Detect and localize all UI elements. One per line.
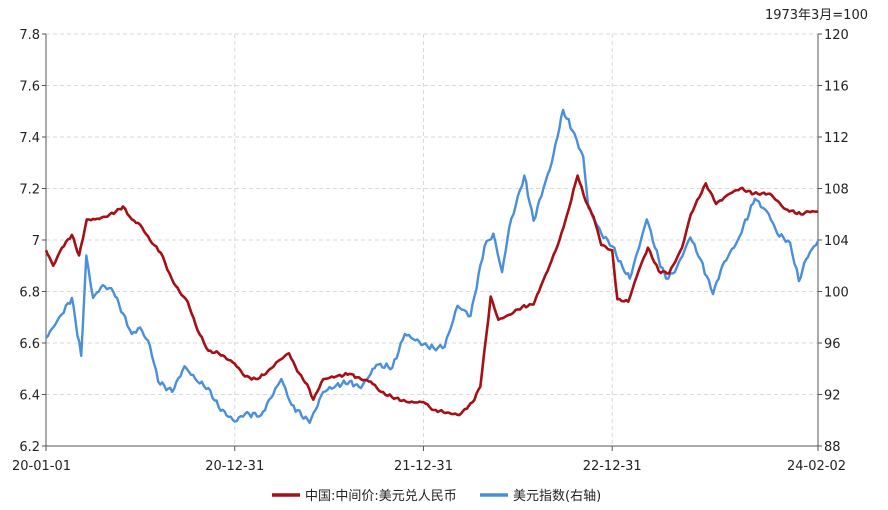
y-right-tick-label: 104 xyxy=(824,234,849,249)
y-right-tick-label: 116 xyxy=(824,80,849,95)
x-tick-label: 20-12-31 xyxy=(205,459,264,474)
y-left-tick-label: 7.8 xyxy=(19,28,40,43)
y-left-tick-label: 7 xyxy=(32,234,40,249)
y-right-tick-label: 120 xyxy=(824,28,849,43)
legend-label: 中国:中间价:美元兑人民币 xyxy=(305,489,457,504)
y-left-tick-label: 7.4 xyxy=(19,131,40,146)
y-right-tick-label: 100 xyxy=(824,286,849,301)
legend-label: 美元指数(右轴) xyxy=(513,489,601,504)
right-axis-unit-note: 1973年3月=100 xyxy=(765,8,868,23)
series-lines xyxy=(44,108,820,424)
y-right-tick-label: 108 xyxy=(824,183,849,198)
series-line-dollar-index xyxy=(45,108,820,424)
grid-lines xyxy=(46,33,818,446)
y-left-tick-label: 6.6 xyxy=(19,337,40,352)
axes: 6.2 88 6.4 92 6.6 96 6.8 100 7 104 7.2 108 7.4 112 7.6… xyxy=(12,28,849,474)
y-left-tick-label: 6.4 xyxy=(19,389,40,404)
y-left-tick-label: 6.2 xyxy=(19,440,40,455)
x-tick-label: 20-01-01 xyxy=(12,459,71,474)
legend: 中国:中间价:美元兑人民币 美元指数(右轴) xyxy=(272,489,601,504)
x-tick-label: 24-02-02 xyxy=(787,459,846,474)
y-left-tick-label: 7.6 xyxy=(19,80,40,95)
x-tick-label: 22-12-31 xyxy=(583,459,642,474)
series-line-usdcny xyxy=(44,174,818,417)
y-left-tick-label: 6.8 xyxy=(19,286,40,301)
y-right-tick-label: 88 xyxy=(824,440,841,455)
x-tick-label: 21-12-31 xyxy=(394,459,453,474)
y-left-tick-label: 7.2 xyxy=(19,183,40,198)
y-right-tick-label: 112 xyxy=(824,131,849,146)
y-right-tick-label: 96 xyxy=(824,337,841,352)
y-right-tick-label: 92 xyxy=(824,389,841,404)
